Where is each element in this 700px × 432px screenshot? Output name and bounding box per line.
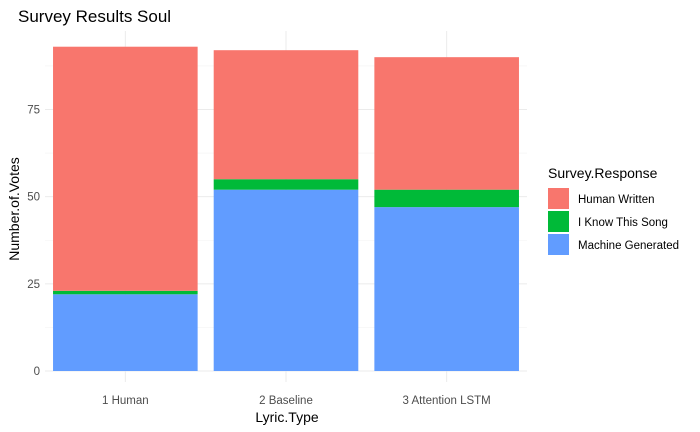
legend-key	[548, 234, 569, 255]
x-axis-title: Lyric.Type	[255, 409, 318, 425]
legend: Survey.Response Human Written I Know This…	[548, 165, 679, 255]
legend-key	[548, 211, 569, 232]
legend-title: Survey.Response	[548, 165, 658, 181]
y-tick-label: 25	[27, 279, 40, 291]
y-tick-label: 50	[27, 192, 40, 204]
y-axis-title: Number.of.Votes	[6, 157, 22, 261]
bar-machine-generated-1	[53, 294, 198, 371]
x-tick-label: 1 Human	[102, 395, 149, 407]
legend-label: Machine Generated	[578, 240, 679, 252]
chart-title: Survey Results Soul	[18, 7, 171, 26]
legend-label: Human Written	[578, 194, 654, 206]
bar-human-written-2	[213, 50, 359, 180]
bars	[53, 46, 519, 371]
legend-label: I Know This Song	[578, 217, 668, 229]
y-axis-ticks: 0 25 50 75	[27, 104, 40, 378]
bar-machine-generated-3	[374, 207, 519, 371]
bar-i-know-this-song-2	[213, 179, 359, 190]
bar-human-written-1	[53, 46, 198, 291]
x-axis-ticks: 1 Human 2 Baseline 3 Attention LSTM	[102, 395, 491, 407]
legend-key	[548, 188, 569, 209]
bar-human-written-3	[374, 57, 519, 190]
x-tick-label: 3 Attention LSTM	[403, 395, 491, 407]
bar-machine-generated-2	[213, 189, 359, 371]
bar-i-know-this-song-3	[374, 189, 519, 208]
bar-i-know-this-song-1	[53, 290, 198, 295]
x-tick-label: 2 Baseline	[259, 395, 313, 407]
y-tick-label: 75	[27, 104, 40, 116]
y-tick-label: 0	[34, 366, 40, 378]
